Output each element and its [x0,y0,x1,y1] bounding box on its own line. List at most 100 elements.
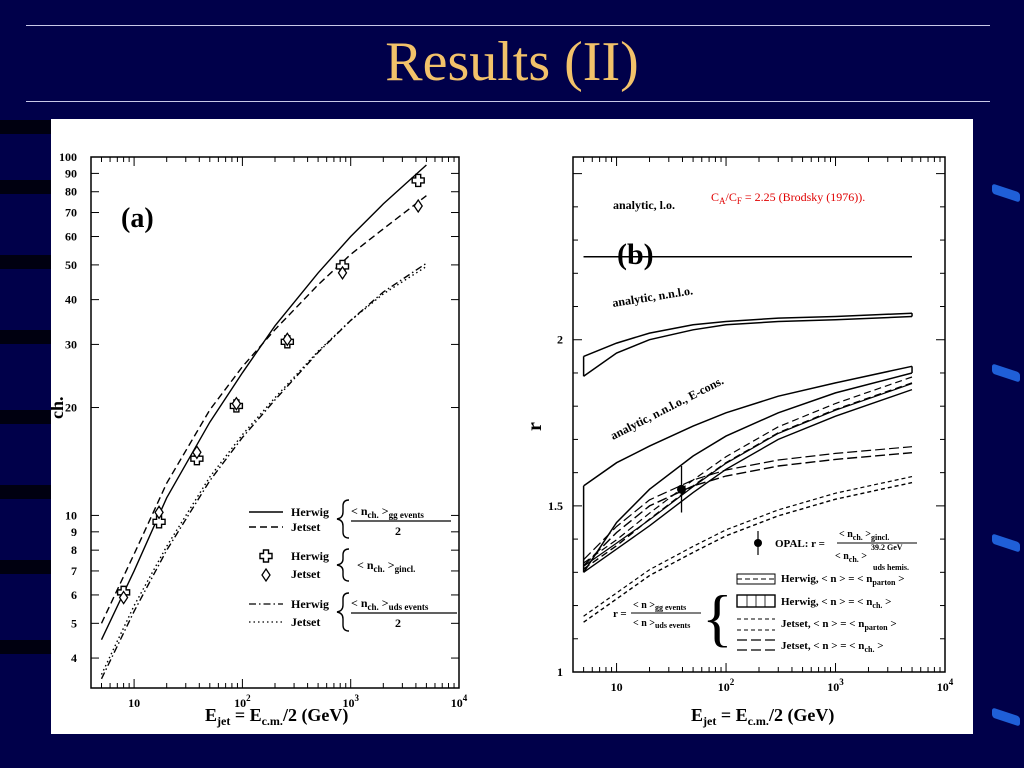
legend-formula-uds: < nch. >uds events [351,596,429,612]
panel-a-legend: Herwig Jetset < nch. >gg events 2 Herwig… [249,499,457,632]
y-tick-label: 70 [65,206,77,220]
legend-opal-marker [754,539,762,547]
legend-brace [336,592,350,632]
panel-a-label: (a) [121,203,154,234]
panel-b-x-ticks: 10 102 103 104 [572,157,954,694]
y-tick-label: 40 [65,293,77,307]
background-stripe [0,485,56,499]
mc-curve [583,452,913,567]
legend-opal-denominator-events: uds hemis. [873,563,909,572]
panel-a-xlabel: Ejet = Ec.m./2 (GeV) [205,705,348,728]
panel-b: 10 102 103 104 11.52 (b) r Ejet = Ec.m./2 (… [524,156,954,728]
figure: 10 102 103 104 4 5 6 7 8 9 10 20 30 40 50 60 70 80 90 100 … [47,119,973,734]
mc-curve-edge [583,376,913,564]
legend-r-definition: r = [613,608,627,620]
background-stripe [0,180,55,194]
legend-opal-label: OPAL: r = [775,538,825,550]
y-tick-label: 10 [65,508,77,522]
series-line [100,164,427,640]
y-tick-label: 4 [71,651,77,665]
background-stripe [0,120,60,134]
legend-entry-jetset-ch: Jetset, < n > = < nch. > [781,640,883,654]
background-stripe [0,255,58,269]
legend-label: Herwig [291,505,329,519]
panel-a: 10 102 103 104 456789102030405060708090100 … [47,150,468,728]
band-edge [583,365,913,487]
y-tick-label: 100 [59,150,77,164]
legend-entry-herwig-parton: Herwig, < n > = < nparton > [781,573,905,587]
y-tick-label: 1 [557,665,563,679]
panel-a-series [100,164,427,680]
x-tick-label: 103 [827,677,844,694]
panel-b-xlabel: Ejet = Ec.m./2 (GeV) [691,705,834,728]
legend-label: Jetset [291,615,320,629]
x-tick-label: 104 [451,693,468,710]
legend-denominator: 2 [395,616,401,630]
diamond-marker [192,445,202,460]
legend-entry-jetset-parton: Jetset, < n > = < nparton > [781,618,897,632]
panel-b-ylabel: r [524,422,546,431]
slide-title: Results (II) [385,31,639,93]
background-stripe [0,410,58,424]
series-line [100,262,427,680]
y-tick-label: 30 [65,337,77,351]
curve-label-nnlo: analytic, n.n.l.o. [611,283,694,310]
series-line [100,195,427,624]
panel-b-label: (b) [617,238,654,271]
background-stripe [0,640,56,654]
y-tick-label: 20 [65,401,77,415]
legend-denominator: 2 [395,524,401,538]
diamond-marker [118,590,129,605]
title-rule-bottom [26,101,990,102]
x-tick-label: 10 [611,680,623,694]
y-tick-label: 80 [65,185,77,199]
y-tick-label: 5 [71,616,77,630]
y-tick-label: 2 [557,333,563,347]
diamond-marker [282,332,293,347]
band-edge [582,372,913,573]
title-rule-top [26,25,990,26]
panel-b-y-ticks: 11.52 [548,173,945,679]
diamond-marker [231,396,242,411]
cross-marker [411,173,425,188]
background-stripe [0,560,58,574]
brodsky-annotation: CA/CF = 2.25 (Brodsky (1976)). [711,190,865,206]
legend-diamond-marker [261,567,271,583]
decorative-dash [992,183,1020,203]
legend-entry-herwig-ch: Herwig, < n > = < nch. > [781,596,891,610]
legend-big-brace: { [702,582,733,653]
curve-label-econs: analytic, n.n.l.o., E-cons. [608,373,726,442]
legend-r-denominator: < n >uds events [633,618,690,630]
panel-a-markers [116,173,425,605]
diamond-marker [261,567,271,583]
mc-curve-edge [583,476,913,617]
x-tick-label: 102 [234,693,251,710]
y-tick-label: 9 [71,525,77,539]
legend-formula-gg: < nch. >gg events [351,504,424,520]
panel-a-ylabel: ch. [51,397,67,420]
legend-opal-energy: 39.2 GeV [871,543,903,552]
diamond-marker [337,265,348,281]
cross-marker [152,515,166,529]
legend-opal-denominator: < nch. > [835,551,867,564]
figure-svg: 10 102 103 104 456789102030405060708090100 … [47,150,954,728]
panel-b-legend: OPAL: r = < nch. >gincl. 39.2 GeV < nch.… [613,529,917,654]
panel-a-y-ticks: 4 5 6 7 8 9 10 20 30 40 50 60 70 80 90 100 [59,150,459,665]
legend-r-numerator: < n >gg events [633,600,686,612]
legend-label: Herwig [291,549,329,563]
legend-label: Jetset [291,520,320,534]
diamond-marker [154,505,164,520]
y-tick-label: 6 [71,588,77,602]
legend-label: Jetset [291,567,320,581]
legend-formula-gincl: < nch. >gincl. [357,558,415,574]
y-tick-label: 8 [71,543,77,557]
y-tick-label: 1.5 [548,499,563,513]
x-tick-label: 102 [718,677,735,694]
legend-brace [336,548,350,582]
curve-label-lo: analytic, l.o. [613,198,675,212]
decorative-dash [992,707,1020,727]
y-tick-label: 60 [65,230,77,244]
decorative-dash [992,533,1020,553]
cross-marker [259,549,273,563]
legend-label: Herwig [291,597,329,611]
